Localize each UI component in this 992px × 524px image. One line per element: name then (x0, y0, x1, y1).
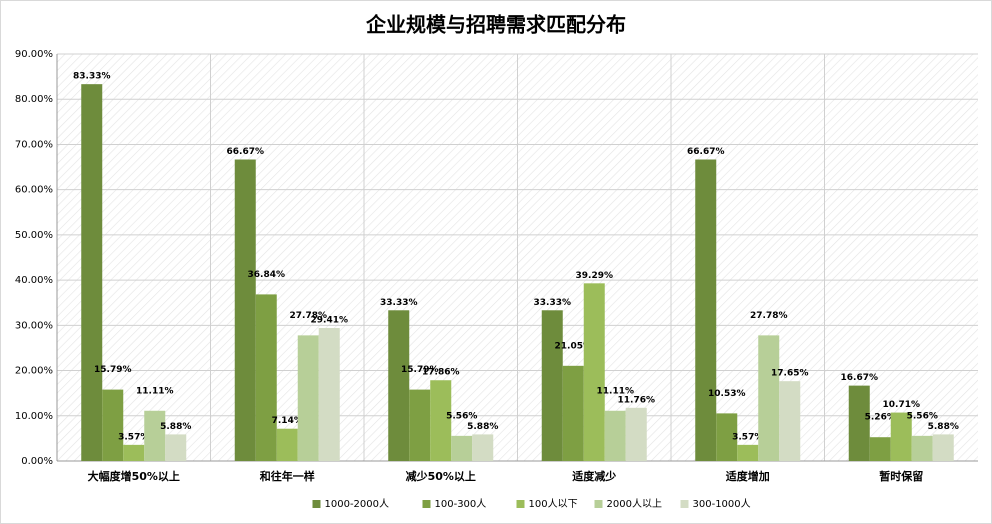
legend-label: 2000人以上 (607, 498, 662, 510)
data-label: 17.65% (771, 369, 809, 379)
bar (562, 365, 584, 461)
data-label: 5.88% (928, 422, 959, 432)
bar (388, 310, 410, 461)
data-label: 27.78% (290, 311, 328, 321)
y-tick-label: 70.00% (15, 139, 53, 150)
y-tick-label: 50.00% (15, 230, 53, 241)
data-label: 7.14% (272, 416, 303, 426)
bar (81, 84, 103, 462)
bar (583, 283, 605, 461)
legend-swatch (680, 500, 689, 508)
bar (234, 159, 256, 461)
bar (848, 385, 870, 461)
data-label: 36.84% (248, 270, 286, 280)
data-label: 5.88% (467, 422, 498, 432)
y-tick-label: 10.00% (15, 411, 53, 422)
data-label: 5.56% (907, 411, 938, 421)
data-label: 39.29% (576, 271, 614, 281)
data-label: 11.11% (136, 386, 174, 396)
legend-swatch (422, 500, 431, 508)
bar (102, 389, 124, 461)
bar (318, 328, 340, 461)
x-tick-label: 大幅度增50%以上 (88, 469, 180, 483)
data-label: 66.67% (227, 147, 265, 157)
data-label: 15.79% (94, 365, 132, 375)
bar (144, 410, 166, 461)
data-label: 11.11% (597, 386, 635, 396)
bar (890, 412, 912, 461)
bar (541, 310, 563, 461)
data-label: 5.26% (865, 413, 896, 423)
data-label: 3.57% (118, 432, 149, 442)
bar (869, 437, 891, 461)
bar (297, 335, 319, 461)
bar (604, 410, 626, 461)
bar (472, 434, 494, 461)
x-tick-label: 减少50%以上 (406, 469, 476, 483)
data-label: 3.57% (732, 432, 763, 442)
data-label: 33.33% (534, 298, 572, 308)
data-label: 5.56% (446, 411, 477, 421)
bar (911, 435, 933, 461)
y-tick-label: 60.00% (15, 185, 53, 196)
data-label: 29.41% (311, 316, 349, 326)
data-label: 15.79% (401, 365, 439, 375)
y-tick-label: 90.00% (15, 49, 53, 60)
data-label: 83.33% (73, 72, 111, 82)
bar (716, 413, 738, 461)
bar (123, 444, 145, 461)
data-label: 10.71% (883, 400, 921, 410)
y-tick-label: 0.00% (21, 456, 53, 467)
x-tick-label: 和往年一样 (260, 469, 315, 483)
data-label: 21.05% (555, 341, 593, 351)
x-tick-label: 适度减少 (572, 469, 616, 483)
bar (276, 428, 298, 461)
data-label: 11.76% (618, 395, 656, 405)
y-tick-label: 20.00% (15, 366, 53, 377)
legend-label: 300-1000人 (693, 498, 751, 510)
data-label: 10.53% (708, 389, 746, 399)
bar (165, 434, 187, 461)
bar (430, 380, 452, 461)
x-tick-label: 适度增加 (726, 469, 770, 483)
bar (758, 335, 780, 461)
legend-label: 100人以下 (529, 498, 578, 510)
data-label: 5.88% (160, 422, 191, 432)
data-label: 17.86% (422, 368, 460, 378)
x-tick-label: 暂时保留 (879, 469, 923, 483)
y-tick-label: 80.00% (15, 94, 53, 105)
legend-swatch (312, 500, 321, 508)
bar (625, 407, 647, 461)
bar (695, 159, 717, 461)
data-label: 16.67% (841, 373, 879, 383)
legend-label: 1000-2000人 (325, 498, 390, 510)
y-tick-label: 30.00% (15, 320, 53, 331)
bar (255, 294, 277, 461)
chart-title: 企业规模与招聘需求匹配分布 (365, 13, 626, 37)
legend-swatch (516, 500, 525, 508)
data-label: 27.78% (750, 311, 788, 321)
legend-swatch (594, 500, 603, 508)
bar (737, 444, 759, 461)
bar (451, 435, 473, 461)
bar (409, 389, 431, 461)
data-label: 33.33% (380, 298, 418, 308)
legend-label: 100-300人 (435, 498, 487, 510)
bar (932, 434, 954, 461)
bar (779, 381, 801, 461)
data-label: 66.67% (687, 147, 725, 157)
y-tick-label: 40.00% (15, 275, 53, 286)
